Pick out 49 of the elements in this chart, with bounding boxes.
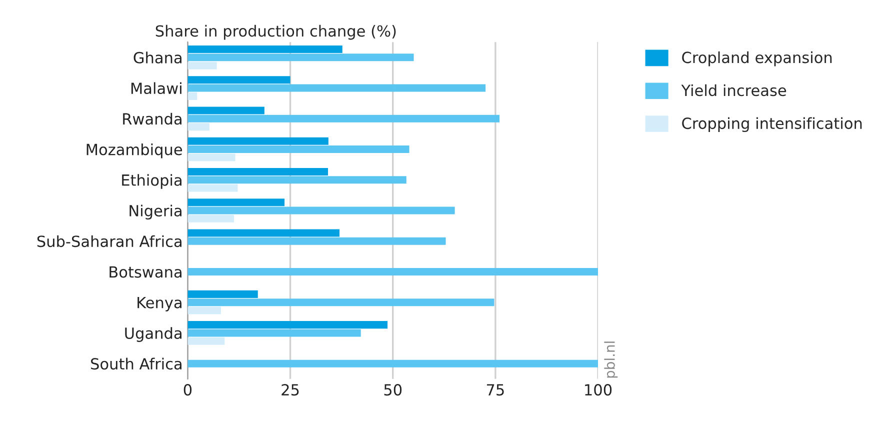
bar: [188, 290, 258, 298]
x-tick-label: 50: [384, 384, 402, 396]
y-tick-label: Ghana: [134, 52, 182, 64]
bar: [188, 214, 234, 222]
y-tick-label: Rwanda: [123, 112, 182, 125]
bar: [188, 146, 410, 154]
bar: [188, 229, 340, 237]
bar: [188, 337, 225, 345]
bar: [188, 106, 264, 114]
x-tick-label: 100: [585, 384, 612, 396]
bar: [188, 154, 236, 162]
bar: [188, 92, 198, 100]
y-tick-label: Kenya: [138, 297, 182, 312]
y-tick-label: Ethiopia: [122, 174, 182, 189]
bar: [188, 198, 285, 206]
legend-label: Cropland expansion: [682, 51, 832, 66]
bar: [188, 184, 238, 192]
x-tick-label: 0: [184, 384, 192, 396]
bar: [188, 298, 494, 306]
y-tick-label: Uganda: [125, 327, 182, 342]
x-tick-label: 75: [486, 384, 504, 396]
bar: [188, 114, 500, 122]
y-tick-label: Botswana: [110, 266, 182, 278]
x-axis-title: Share in production change (%): [156, 24, 396, 40]
bar: [188, 45, 342, 53]
bar: [188, 360, 598, 368]
bar: [188, 237, 446, 245]
bar: [188, 84, 486, 92]
bar: [188, 206, 455, 214]
legend-label: Cropping intensification: [682, 117, 862, 132]
bar: [188, 123, 210, 131]
bar: [188, 168, 328, 176]
y-tick-label: Sub-Saharan Africa: [37, 235, 182, 248]
y-tick-label: Malawi: [131, 82, 182, 94]
bar: [188, 54, 414, 62]
bar: [188, 321, 388, 329]
legend-label: Yield increase: [681, 84, 786, 96]
y-tick-label: Mozambique: [86, 143, 182, 158]
x-tick-label: 25: [282, 384, 299, 396]
bar: [188, 329, 361, 337]
bar: [188, 62, 217, 70]
y-tick-label: Nigeria: [130, 204, 182, 220]
bar: [188, 268, 598, 276]
y-tick-label: South Africa: [91, 358, 182, 370]
bar: [188, 137, 328, 145]
bar: [188, 76, 290, 84]
text: pbl.nl: [604, 342, 618, 378]
bar: [188, 176, 406, 184]
bar: [188, 306, 221, 314]
